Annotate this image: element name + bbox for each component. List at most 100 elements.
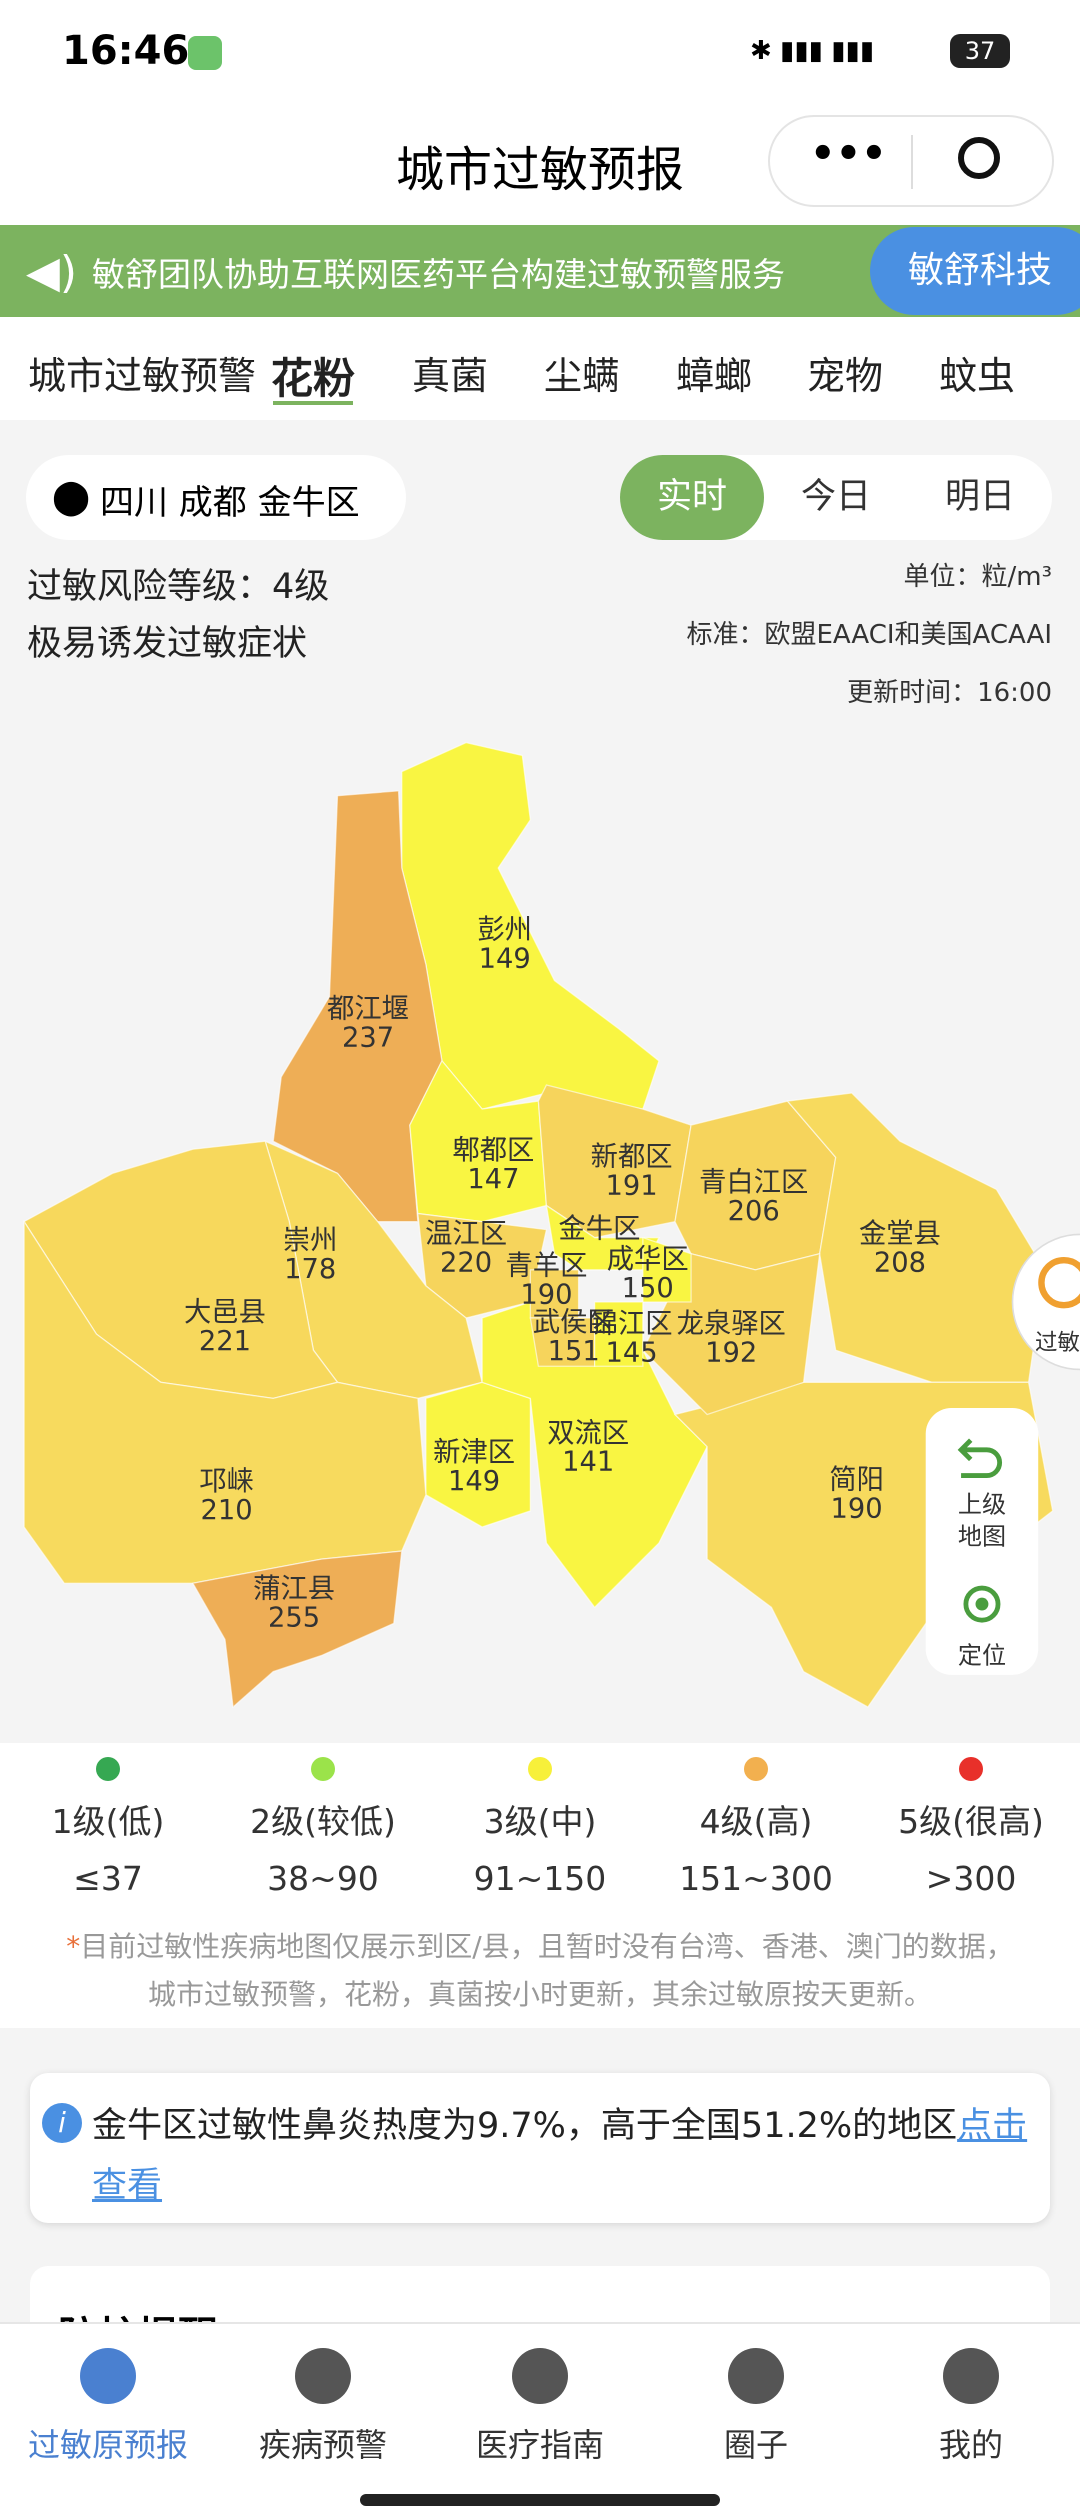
side-float[interactable]: [1011, 1233, 1080, 1371]
legend-dot: [744, 1757, 768, 1781]
nav-icon[interactable]: [295, 2348, 351, 2404]
region-value: 220: [440, 1247, 492, 1278]
tab[interactable]: 蚊虫: [938, 354, 1016, 398]
nav-label[interactable]: 过敏原预报: [27, 2426, 188, 2464]
legend-label: 1级(低): [51, 1802, 165, 1841]
legend-range: >300: [925, 1859, 1017, 1898]
close-button[interactable]: [958, 137, 1000, 179]
unit: 单位：粒/m³: [903, 562, 1052, 592]
nav-label[interactable]: 圈子: [723, 2426, 788, 2464]
region[interactable]: [23, 1219, 427, 1584]
map-buttons: [925, 1408, 1039, 1675]
region-value: 141: [562, 1447, 614, 1478]
info-link-2[interactable]: 查看: [92, 2166, 163, 2206]
region-value: 237: [342, 1022, 394, 1053]
info-card: i 金牛区过敏性鼻炎热度为9.7%，高于全国51.2%的地区点击 查看: [30, 2073, 1050, 2223]
legend-dot: [959, 1757, 983, 1781]
region[interactable]: [594, 1301, 644, 1367]
region-value: 190: [520, 1280, 572, 1311]
region[interactable]: [191, 1550, 403, 1709]
tab[interactable]: 真菌: [411, 354, 489, 398]
region-value: 149: [479, 944, 531, 975]
region-name: 邛崃: [199, 1466, 254, 1497]
legend-dot: [311, 1757, 335, 1781]
location-text: 四川 成都 金牛区: [100, 483, 360, 523]
tab[interactable]: 蟑螂: [675, 354, 753, 398]
tab-underline: [273, 401, 353, 405]
back-icon: [957, 1438, 1003, 1478]
tab[interactable]: 宠物: [806, 354, 884, 398]
nav-icon[interactable]: [943, 2348, 999, 2404]
region-value: 145: [606, 1337, 658, 1368]
tab[interactable]: 城市过敏预警: [28, 354, 257, 398]
nav-label[interactable]: 疾病预警: [258, 2426, 387, 2464]
pin-icon: ⬤: [52, 477, 91, 517]
top-bar: [0, 0, 1080, 225]
region-name: 崇州: [283, 1225, 338, 1256]
home-indicator: [360, 2494, 720, 2506]
up-button-2[interactable]: 地图: [958, 1523, 1006, 1551]
region-value: 221: [199, 1326, 251, 1357]
battery: 37: [950, 34, 1010, 68]
region-name: 新津区: [433, 1437, 515, 1468]
legend-label: 4级(高): [699, 1802, 813, 1841]
region-name: 双流区: [547, 1418, 629, 1449]
banner-button[interactable]: 敏舒科技: [870, 227, 1080, 315]
nav-icon[interactable]: [80, 2348, 136, 2404]
bottom-nav: 过敏原预报 疾病预警 医疗指南 圈子 我的: [0, 2322, 1080, 2520]
more-button[interactable]: •••: [810, 131, 887, 177]
note-2: 城市过敏预警，花粉，真菌按小时更新，其余过敏原按天更新。: [147, 1978, 932, 2011]
tab[interactable]: 尘螨: [543, 354, 621, 398]
risk-level: 过敏风险等级：4级: [27, 567, 330, 607]
locate-button[interactable]: 定位: [958, 1642, 1006, 1670]
region-name: 温江区: [425, 1219, 507, 1250]
region-value: 255: [268, 1603, 320, 1634]
legend-range: ≤37: [73, 1859, 143, 1898]
region-name: 青白江区: [699, 1167, 808, 1198]
location-pill[interactable]: ⬤ 四川 成都 金牛区: [26, 455, 406, 540]
region[interactable]: [642, 1236, 692, 1303]
legend-label: 2级(较低): [250, 1802, 396, 1841]
region-value: 149: [448, 1466, 500, 1497]
info-text: 金牛区过敏性鼻炎热度为9.7%，高于全国51.2%的地区点击: [92, 2097, 1027, 2148]
time-tab[interactable]: 明日: [944, 477, 1015, 517]
note-1: *目前过敏性疾病地图仅展示到区/县，且暂时没有台湾、香港、澳门的数据，: [0, 1925, 1080, 1965]
region[interactable]: [409, 1059, 548, 1223]
region-value: 206: [728, 1196, 780, 1227]
tab[interactable]: 花粉: [270, 354, 356, 403]
risk-desc: 极易诱发过敏症状: [27, 624, 308, 664]
region-name: 简阳: [829, 1464, 884, 1495]
banner-text: 敏舒团队协助互联网医药平台构建过敏预警服务: [92, 255, 785, 294]
signal: ✱ ▮▮▮ ▮▮▮: [750, 36, 875, 66]
region-name: 新都区: [591, 1141, 673, 1172]
up-button[interactable]: 上级: [958, 1491, 1006, 1519]
region-value: 151: [548, 1336, 600, 1367]
note-star: *: [66, 1930, 81, 1963]
region-value: 178: [284, 1254, 336, 1285]
region-name: 金牛区: [558, 1214, 640, 1245]
side-ring: [1038, 1256, 1080, 1309]
region-value: 190: [831, 1493, 883, 1524]
region-value: 210: [201, 1495, 253, 1526]
info-body: 金牛区过敏性鼻炎热度为9.7%，高于全国51.2%的地区: [92, 2106, 958, 2146]
page-title: 城市过敏预报: [395, 142, 684, 198]
region-name: 成华区: [607, 1244, 689, 1275]
region-value: 147: [467, 1164, 519, 1195]
time-tab[interactable]: 今日: [800, 477, 871, 517]
nav-icon[interactable]: [512, 2348, 568, 2404]
nav-icon[interactable]: [728, 2348, 784, 2404]
region[interactable]: [272, 790, 443, 1223]
region-value: 191: [606, 1170, 658, 1201]
nav-label[interactable]: 医疗指南: [475, 2426, 604, 2464]
info-link[interactable]: 点击: [957, 2106, 1028, 2146]
region-name: 武侯区: [533, 1307, 615, 1338]
legend-range: 151~300: [679, 1859, 833, 1898]
region-name: 彭州: [477, 915, 532, 946]
legend-label: 3级(中): [483, 1802, 597, 1841]
capsule[interactable]: •••: [768, 115, 1054, 207]
nav-label[interactable]: 我的: [938, 2426, 1003, 2464]
banner: ◀) 敏舒团队协助互联网医药平台构建过敏预警服务 敏舒科技: [0, 225, 1080, 317]
tab-bar: 城市过敏预警 花粉 真菌 尘螨 蟑螂 宠物 蚊虫: [0, 317, 1080, 420]
time-tab[interactable]: 实时: [620, 455, 764, 540]
